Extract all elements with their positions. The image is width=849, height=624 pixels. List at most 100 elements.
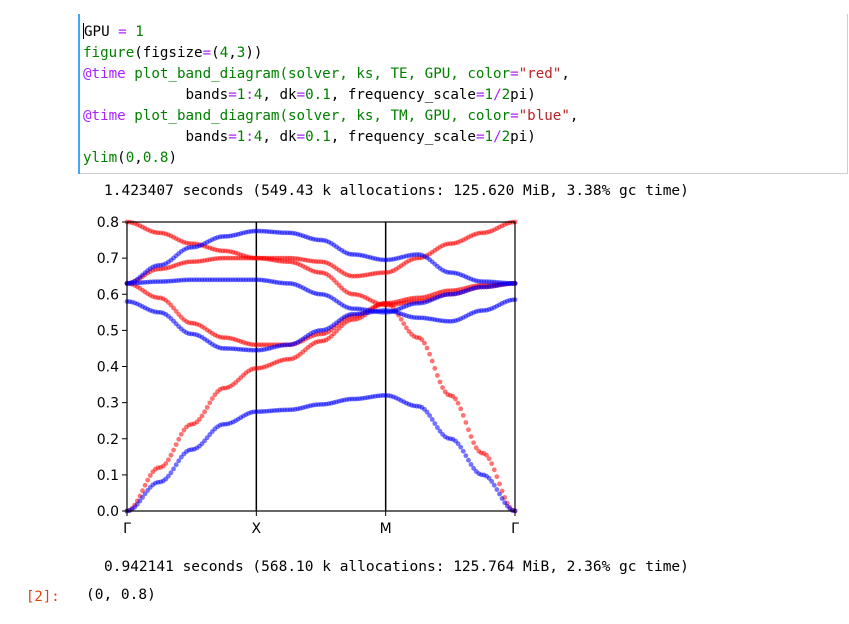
band-point xyxy=(460,448,466,454)
band-point xyxy=(197,417,202,422)
band-point xyxy=(140,495,145,500)
band-point xyxy=(178,431,184,437)
x-tick-label: M xyxy=(380,521,392,537)
band-point xyxy=(403,325,409,331)
band-point xyxy=(463,420,469,425)
band-point xyxy=(491,482,497,488)
code-token: pi) xyxy=(510,87,536,103)
band-point xyxy=(163,461,169,466)
code-token: 1 xyxy=(236,87,246,103)
band-point xyxy=(458,444,464,450)
band-point xyxy=(165,473,171,479)
code-editor[interactable]: GPU = 1 figure(figsize=(4,3)) @time plot_b… xyxy=(83,22,578,169)
code-token: = xyxy=(510,108,519,124)
code-token: ( xyxy=(117,150,126,166)
band-point xyxy=(419,337,425,343)
code-token: , xyxy=(561,66,570,82)
band-point xyxy=(176,458,182,464)
band-point xyxy=(455,400,461,406)
band-point xyxy=(171,447,176,453)
band-point xyxy=(497,481,502,487)
code-token: )) xyxy=(245,45,263,61)
code-token: pi) xyxy=(510,129,536,145)
y-tick-label: 0.5 xyxy=(97,323,119,339)
code-token: = xyxy=(202,45,212,61)
band-point xyxy=(489,461,495,467)
code-token: "blue" xyxy=(518,108,570,124)
band-point xyxy=(437,379,443,385)
y-tick-label: 0.8 xyxy=(97,215,119,231)
code-token: = xyxy=(475,87,485,103)
code-token: / xyxy=(493,87,502,103)
band-point xyxy=(491,467,497,473)
band-point xyxy=(142,482,148,488)
code-token: 0.1 xyxy=(305,129,331,145)
code-token: figsize xyxy=(142,45,203,61)
band-point xyxy=(199,413,205,419)
active-cell-indicator xyxy=(78,14,80,174)
band-point xyxy=(424,345,430,351)
code-token: , xyxy=(134,150,143,166)
text-cursor xyxy=(83,23,84,39)
band-point xyxy=(145,477,151,483)
band-point xyxy=(176,436,182,442)
band-point xyxy=(209,396,215,401)
band-point xyxy=(134,501,140,507)
code-token: = xyxy=(296,129,306,145)
code-line: @time plot_band_diagram(solver, ks, TE, … xyxy=(83,64,578,85)
band-point xyxy=(435,373,440,378)
code-token: ( xyxy=(134,45,143,61)
band-point xyxy=(497,491,502,497)
code-token: 4 xyxy=(253,87,263,103)
band-point xyxy=(142,491,148,497)
code-token: 2 xyxy=(501,87,511,103)
y-tick-label: 0.6 xyxy=(97,287,119,303)
y-tick-label: 0.2 xyxy=(97,432,119,448)
band-point xyxy=(171,466,176,472)
output-prompt: [2]: xyxy=(26,589,60,605)
band-point xyxy=(207,400,213,406)
band-point xyxy=(204,404,210,410)
code-token: 1 xyxy=(135,24,144,40)
band-point xyxy=(435,425,440,430)
code-token: 1 xyxy=(484,87,494,103)
code-token: , dk xyxy=(262,129,297,145)
code-line: ylim(0,0.8) xyxy=(83,148,578,169)
code-token: "red" xyxy=(518,66,562,82)
band-point xyxy=(429,417,435,422)
band-point xyxy=(473,445,479,451)
band-point xyxy=(484,452,489,458)
band-point xyxy=(471,440,477,446)
code-cell-input[interactable]: GPU = 1 figure(figsize=(4,3)) @time plot_b… xyxy=(78,14,848,174)
band-point xyxy=(489,479,495,484)
y-tick-label: 0.1 xyxy=(97,468,119,484)
timing-output-2: 0.942141 seconds (568.10 k allocations: … xyxy=(104,559,689,575)
code-token: figure xyxy=(83,45,135,61)
code-token: 0 xyxy=(125,150,135,166)
code-token: bands xyxy=(83,87,229,103)
code-token: , frequency_scale xyxy=(330,129,476,145)
code-token: 4 xyxy=(253,129,263,145)
y-tick-label: 0.0 xyxy=(97,504,119,520)
code-token: , dk xyxy=(262,87,297,103)
code-token: 2 xyxy=(501,129,511,145)
band-point xyxy=(460,412,466,418)
band-point xyxy=(181,427,187,433)
code-token: plot_band_diagram(solver, ks, TE, GPU, c… xyxy=(125,66,511,82)
code-line: bands=1:4, dk=0.1, frequency_scale=1/2pi… xyxy=(83,85,578,106)
band-point xyxy=(422,340,427,346)
band-point xyxy=(427,351,433,357)
band-point xyxy=(458,406,464,412)
x-tick-label: Γ xyxy=(511,521,519,537)
code-token: GPU xyxy=(84,24,110,40)
code-token: @time xyxy=(83,66,126,82)
code-token: 4 xyxy=(219,45,229,61)
code-token: 0.1 xyxy=(305,87,331,103)
timing-output-1: 1.423407 seconds (549.43 k allocations: … xyxy=(104,183,689,199)
code-token: ( xyxy=(211,45,220,61)
band-point xyxy=(137,498,143,504)
band-point xyxy=(398,316,404,322)
code-token: , xyxy=(228,45,237,61)
band-point xyxy=(468,434,474,440)
